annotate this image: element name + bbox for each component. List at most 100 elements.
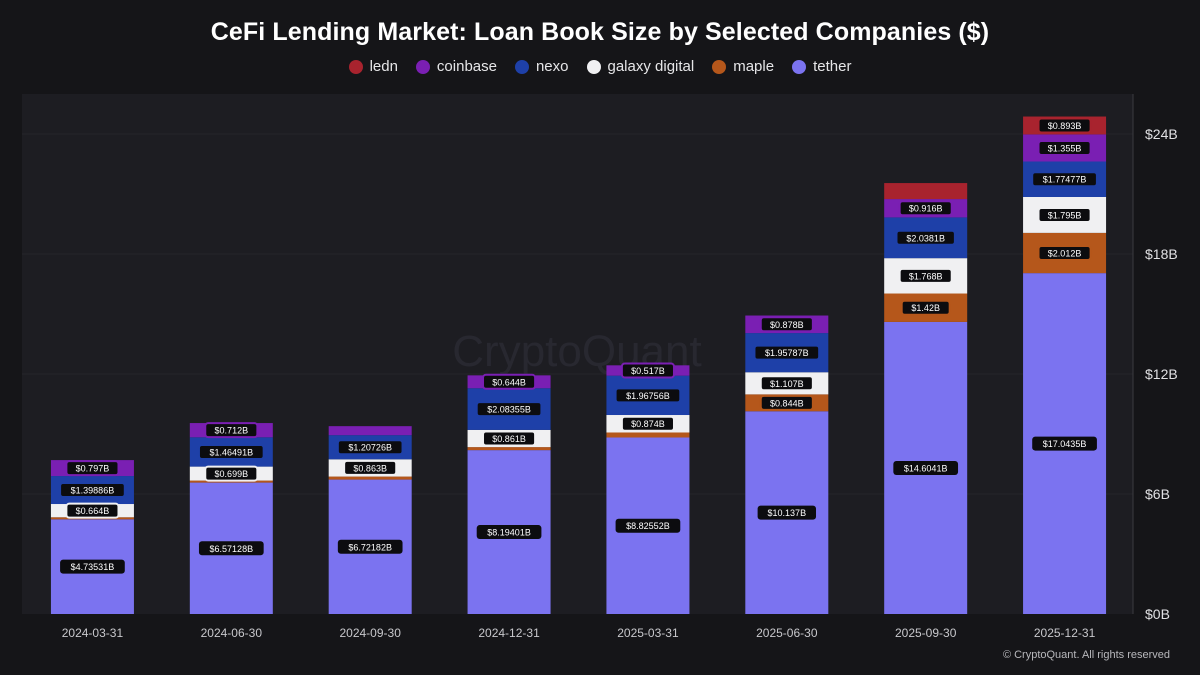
x-tick-label: 2024-09-30	[339, 626, 401, 640]
data-label-box	[759, 316, 814, 333]
data-label-box	[1032, 436, 1097, 451]
legend-item-coinbase[interactable]: coinbase	[415, 58, 497, 75]
y-tick-label: $18B	[1145, 246, 1178, 262]
legend-label: coinbase	[436, 58, 497, 75]
bar-stack-2024-03-31: $4.73531B $0.664B $1.39886B $0.797B	[50, 460, 134, 614]
data-label-box	[1037, 117, 1092, 134]
data-label-box	[753, 344, 821, 361]
legend-item-nexo[interactable]: nexo	[514, 58, 569, 75]
data-label: $0.517B	[631, 366, 665, 376]
x-tick-label: 2024-12-31	[478, 626, 540, 640]
data-label: $1.39886B	[71, 486, 115, 496]
data-label-box	[197, 443, 265, 460]
data-label-box	[204, 465, 259, 482]
chart-title: CeFi Lending Market: Loan Book Size by S…	[210, 18, 990, 46]
data-label-box	[759, 375, 814, 392]
data-label-box	[898, 200, 953, 217]
legend-item-tether[interactable]: tether	[792, 58, 851, 75]
data-label: $1.42B	[911, 303, 940, 313]
x-tick-label: 2025-03-31	[617, 626, 679, 640]
legend-item-galaxy-digital[interactable]: galaxy digital	[586, 58, 695, 75]
x-tick-label: 2025-09-30	[895, 626, 957, 640]
data-label-box	[1037, 139, 1092, 156]
bar-segment-maple	[328, 476, 412, 480]
data-label-box	[900, 299, 951, 316]
data-label-box	[895, 229, 956, 246]
data-label: $1.46491B	[210, 447, 254, 457]
data-label: $0.878B	[770, 320, 804, 330]
legend-swatch	[586, 59, 601, 74]
bar-stack-2025-03-31: $8.82552B $0.874B $1.96756B $0.517B	[606, 362, 690, 614]
data-label-box	[343, 459, 398, 476]
data-label: $0.644B	[492, 377, 526, 387]
bar-stack-2024-12-31: $8.19401B $0.861B $2.08355B $0.644B	[467, 373, 551, 614]
legend-swatch	[712, 59, 727, 74]
data-label-box	[336, 439, 404, 456]
chart-legend: ledn coinbase nexo galaxy digital maple tethe…	[0, 58, 1200, 75]
legend-label: maple	[733, 58, 775, 75]
data-label-box	[59, 482, 126, 499]
y-tick-label: $0B	[1145, 606, 1170, 622]
legend-item-ledn[interactable]: ledn	[348, 58, 398, 75]
data-label: $1.768B	[909, 271, 943, 281]
bar-segment-maple	[467, 447, 551, 451]
bar-stack-2025-12-31: $17.0435B $2.012B $1.795B $1.77477B $1.355B $…	[1023, 116, 1107, 614]
data-label-box	[475, 401, 543, 418]
legend-item-maple[interactable]: maple	[712, 58, 774, 75]
data-label: $1.20726B	[348, 443, 392, 453]
x-tick-label: 2025-12-31	[1034, 626, 1096, 640]
data-label-box	[482, 373, 537, 390]
bar-stack-2024-06-30: $6.57128B $0.699B $1.46491B $0.712B	[189, 422, 273, 614]
data-label: $1.355B	[1048, 143, 1082, 153]
data-label: $0.863B	[353, 463, 387, 473]
data-label: $0.861B	[492, 434, 526, 444]
data-label: $4.73531B	[71, 562, 115, 572]
data-label: $0.893B	[1048, 121, 1082, 131]
legend-label: galaxy digital	[607, 58, 695, 75]
y-tick-label: $24B	[1145, 126, 1178, 142]
data-label-box	[759, 394, 814, 411]
bar-segment-coinbase	[328, 426, 412, 436]
x-tick-label: 2024-06-30	[201, 626, 263, 640]
legend-swatch	[348, 59, 363, 74]
data-label-box	[482, 430, 537, 447]
legend-swatch	[415, 59, 430, 74]
data-label: $0.844B	[770, 398, 804, 408]
bar-stack-2025-09-30: $14.6041B $1.42B $1.768B $2.0381B $0.916B	[884, 183, 968, 614]
data-label: $0.664B	[76, 506, 110, 516]
data-label: $1.795B	[1048, 210, 1082, 220]
data-label: $2.0381B	[906, 233, 945, 243]
data-label: $0.797B	[76, 464, 110, 474]
data-label: $0.916B	[909, 204, 943, 214]
data-label: $6.57128B	[210, 544, 254, 554]
bar-stack-2025-06-30: $10.137B $0.844B $1.107B $1.95787B $0.878B	[745, 315, 829, 614]
data-label: $1.95787B	[765, 348, 809, 358]
data-label-box	[615, 518, 681, 533]
data-label-box	[337, 539, 403, 554]
data-label-box	[898, 267, 953, 284]
data-label-box	[476, 525, 542, 540]
x-tick-label: 2024-03-31	[62, 626, 124, 640]
data-label-box	[620, 362, 675, 379]
data-label: $0.699B	[215, 469, 249, 479]
data-label: $1.96756B	[626, 391, 670, 401]
legend-label: nexo	[535, 58, 569, 75]
data-label-box	[65, 502, 120, 519]
data-label-box	[1037, 206, 1092, 223]
data-label-box	[893, 460, 959, 475]
data-label: $10.137B	[768, 508, 807, 518]
data-label: $0.712B	[215, 426, 249, 436]
data-label: $8.19401B	[487, 528, 531, 538]
legend-swatch	[792, 59, 807, 74]
bar-segment-maple	[606, 432, 690, 438]
data-label: $1.107B	[770, 379, 804, 389]
data-label: $2.08355B	[487, 405, 531, 415]
copyright-notice: © CryptoQuant. All rights reserved	[1002, 649, 1170, 661]
data-label: $2.012B	[1048, 249, 1082, 259]
data-label-box	[1031, 171, 1098, 188]
data-label: $1.77477B	[1043, 175, 1087, 185]
legend-swatch	[514, 59, 529, 74]
data-label-box	[1037, 245, 1092, 262]
data-label-box	[757, 505, 817, 520]
